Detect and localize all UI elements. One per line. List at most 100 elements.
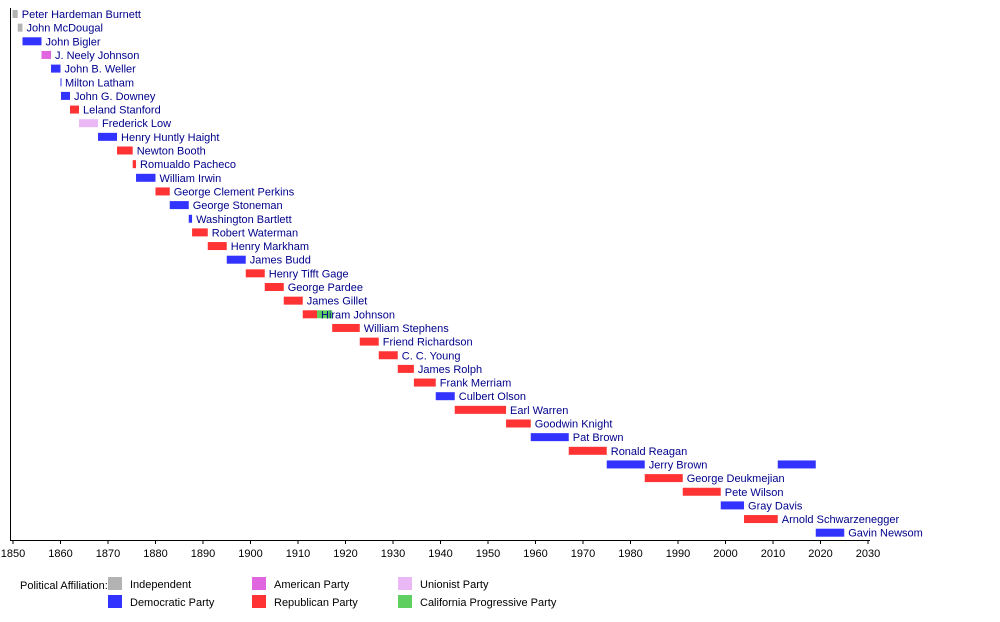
legend-swatch-american [252,577,266,590]
x-tick-label-1890: 1890 [191,548,215,560]
bar-robert-waterman-1 [192,228,208,237]
bar-friend-richardson-1 [359,337,379,346]
legend-swatch-progressive [398,595,412,608]
label-newton-booth: Newton Booth [137,146,206,158]
bar-john-bigler-1 [22,37,42,46]
label-goodwin-knight: Goodwin Knight [535,419,613,431]
legend-label-republican: Republican Party [274,597,358,609]
label-ronald-reagan: Ronald Reagan [611,446,687,458]
label-leland-stanford: Leland Stanford [83,105,161,117]
bar-earl-warren-1 [454,405,507,414]
x-tick-label-1910: 1910 [286,548,310,560]
x-tick-label-1900: 1900 [238,548,262,560]
bar-pete-wilson-1 [682,487,721,496]
legend-label-progressive: California Progressive Party [420,597,557,609]
label-william-irwin: William Irwin [160,173,222,185]
bar-john-g-downey-1 [60,91,70,100]
label-romualdo-pacheco: Romualdo Pacheco [140,159,236,171]
label-henry-huntly-haight: Henry Huntly Haight [121,132,219,144]
bar-henry-tifft-gage-1 [245,269,265,278]
label-milton-latham: Milton Latham [65,77,134,89]
x-tick-label-2010: 2010 [761,548,785,560]
label-gray-davis: Gray Davis [748,500,803,512]
label-frederick-low: Frederick Low [102,118,171,130]
x-tick-label-1880: 1880 [143,548,167,560]
bar-william-stephens-1 [332,323,360,332]
label-james-rolph: James Rolph [418,364,482,376]
bar-henry-markham-1 [207,242,227,251]
label-john-bigler: John Bigler [46,36,101,48]
label-culbert-olson: Culbert Olson [459,391,526,403]
x-tick-label-1990: 1990 [666,548,690,560]
bar-c-c-young-1 [378,351,398,360]
bar-hiram-johnson-1 [302,310,317,319]
bar-james-gillet-1 [283,296,303,305]
label-arnold-schwarzenegger: Arnold Schwarzenegger [782,514,900,526]
legend: Political Affiliation: Independent Democr… [20,577,557,609]
bar-john-b-weller-1 [51,64,61,73]
x-tick-label-1970: 1970 [571,548,595,560]
x-tick-label-1950: 1950 [476,548,500,560]
bar-jerry-brown-2 [777,460,816,469]
bar-george-pardee-1 [264,283,284,291]
bar-frank-merriam-1 [413,378,436,387]
bar-james-budd-1 [226,255,246,264]
label-peter-hardeman-burnett: Peter Hardeman Burnett [22,9,141,21]
label-george-clement-perkins: George Clement Perkins [174,186,295,198]
bar-george-clement-perkins-1 [155,187,170,196]
x-tick-label-1980: 1980 [618,548,642,560]
label-henry-tifft-gage: Henry Tifft Gage [269,268,349,280]
label-james-budd: James Budd [250,255,311,267]
bar-romualdo-pacheco-1 [132,160,137,169]
x-tick-label-1920: 1920 [333,548,357,560]
label-c-c-young: C. C. Young [402,350,461,362]
legend-label-unionist: Unionist Party [420,579,489,591]
x-tick-label-1930: 1930 [381,548,405,560]
x-tick-label-1940: 1940 [428,548,452,560]
x-tick-label-1870: 1870 [96,548,120,560]
bar-james-rolph-1 [397,364,414,373]
x-tick-label-2020: 2020 [808,548,832,560]
legend-label-american: American Party [274,579,350,591]
bar-ronald-reagan-1 [568,446,607,455]
bar-leland-stanford-1 [70,105,80,114]
legend-label-democratic: Democratic Party [130,597,215,609]
label-george-pardee: George Pardee [288,282,363,294]
bar-frederick-low-1 [79,119,99,128]
bar-culbert-olson-1 [435,392,455,401]
label-john-b-weller: John B. Weller [65,64,137,76]
bar-gavin-newsom-1 [815,528,845,537]
bar-milton-latham-1 [60,78,62,87]
legend-swatch-republican [252,595,266,608]
bar-washington-bartlett-1 [188,214,193,223]
label-henry-markham: Henry Markham [231,241,309,253]
label-john-mcdougal: John McDougal [27,23,103,35]
bar-pat-brown-1 [530,433,569,442]
x-tick-label-1850: 1850 [1,548,25,560]
x-tick-label-1960: 1960 [523,548,547,560]
label-jerry-brown: Jerry Brown [649,459,708,471]
legend-swatch-independent [108,577,122,590]
legend-swatch-unionist [398,577,412,590]
bar-j-neely-johnson-1 [41,50,51,59]
x-tick-label-2030: 2030 [856,548,880,560]
bar-newton-booth-1 [117,146,133,155]
bar-jerry-brown-1 [606,460,645,469]
bar-george-deukmejian-1 [644,474,683,483]
bar-goodwin-knight-1 [506,419,531,428]
legend-title: Political Affiliation: [20,580,108,592]
bar-hiram-johnson-2 [317,310,333,319]
x-tick-label-1860: 1860 [48,548,72,560]
label-earl-warren: Earl Warren [510,405,568,417]
label-frank-merriam: Frank Merriam [440,378,512,390]
label-john-g-downey: John G. Downey [74,91,156,103]
bar-peter-hardeman-burnett-1 [12,10,18,18]
label-pete-wilson: Pete Wilson [725,487,784,499]
bar-arnold-schwarzenegger-1 [744,515,778,524]
label-james-gillet: James Gillet [307,296,368,308]
bar-gray-davis-1 [720,501,745,510]
bar-john-mcdougal-1 [17,23,23,32]
label-gavin-newsom: Gavin Newsom [848,528,923,540]
